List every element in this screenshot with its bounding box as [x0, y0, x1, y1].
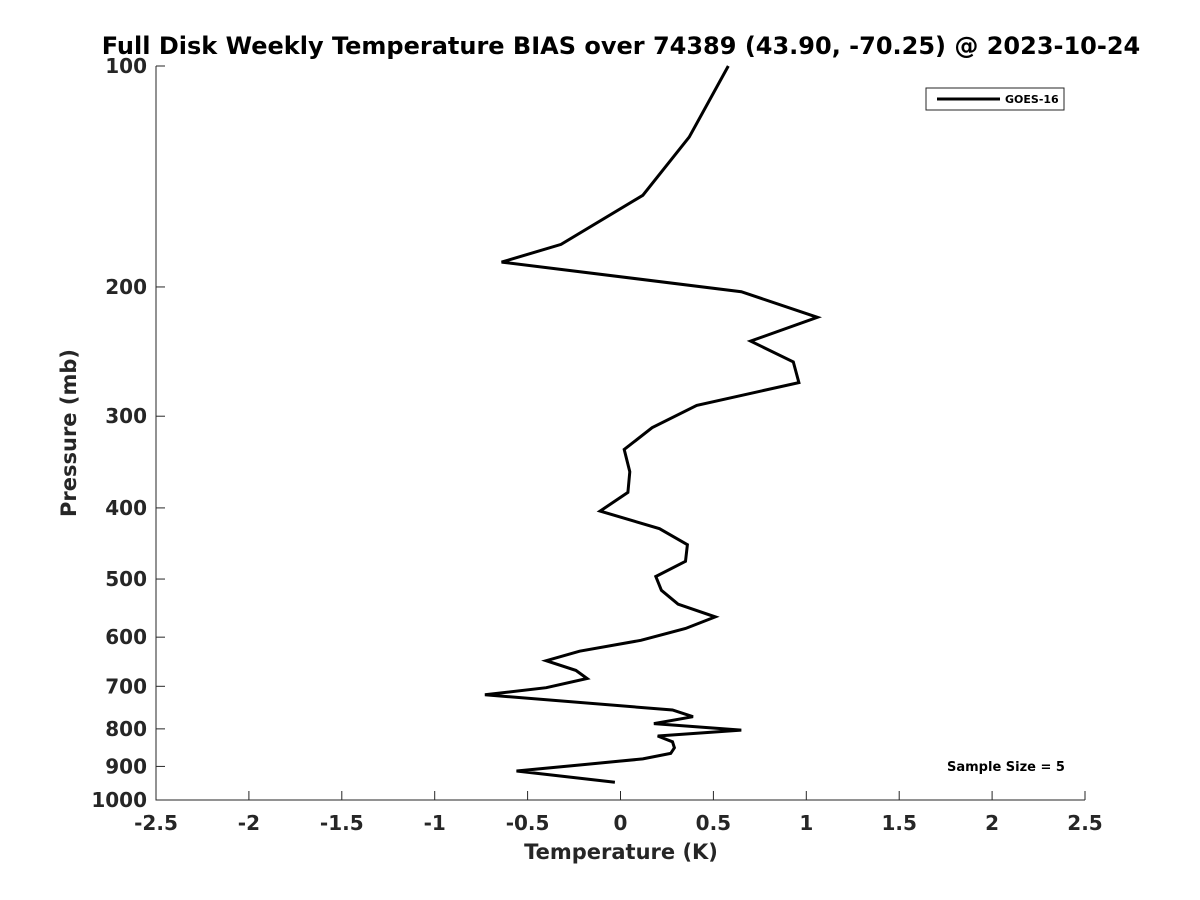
y-tick-label: 500	[105, 567, 147, 591]
y-tick-label: 700	[105, 674, 147, 698]
x-axis-label: Temperature (K)	[524, 840, 718, 864]
y-axis-ticks: 100 200 300 400 500 600 700 800 900 1000	[91, 54, 165, 812]
x-tick-label: 0.5	[696, 811, 731, 835]
x-tick-label: -1	[424, 811, 446, 835]
y-tick-label: 200	[105, 275, 147, 299]
sample-size-annotation: Sample Size = 5	[947, 760, 1065, 775]
x-tick-label: 0	[614, 811, 628, 835]
series-layer	[484, 65, 822, 784]
x-tick-label: 2	[985, 811, 999, 835]
x-tick-label: 1.5	[881, 811, 916, 835]
chart-title: Full Disk Weekly Temperature BIAS over 7…	[102, 32, 1141, 60]
y-tick-label: 800	[105, 717, 147, 741]
legend-label-goes-16: GOES-16	[1005, 93, 1059, 106]
y-axis-label: Pressure (mb)	[57, 349, 81, 517]
x-tick-label: -1.5	[320, 811, 364, 835]
y-tick-label: 400	[105, 496, 147, 520]
x-tick-label: 1	[799, 811, 813, 835]
y-tick-label: 600	[105, 625, 147, 649]
y-tick-label: 1000	[91, 788, 147, 812]
y-tick-label: 900	[105, 754, 147, 778]
legend: GOES-16	[925, 87, 1065, 111]
x-tick-label: -2	[238, 811, 260, 835]
series-line-goes-16	[484, 65, 822, 784]
y-tick-label: 100	[105, 54, 147, 78]
x-tick-label: 2.5	[1067, 811, 1102, 835]
x-tick-label: -2.5	[134, 811, 178, 835]
x-axis-ticks: -2.5 -2 -1.5 -1 -0.5 0 0.5 1 1.5 2 2.5	[134, 791, 1103, 835]
y-tick-label: 300	[105, 404, 147, 428]
x-tick-label: -0.5	[506, 811, 550, 835]
